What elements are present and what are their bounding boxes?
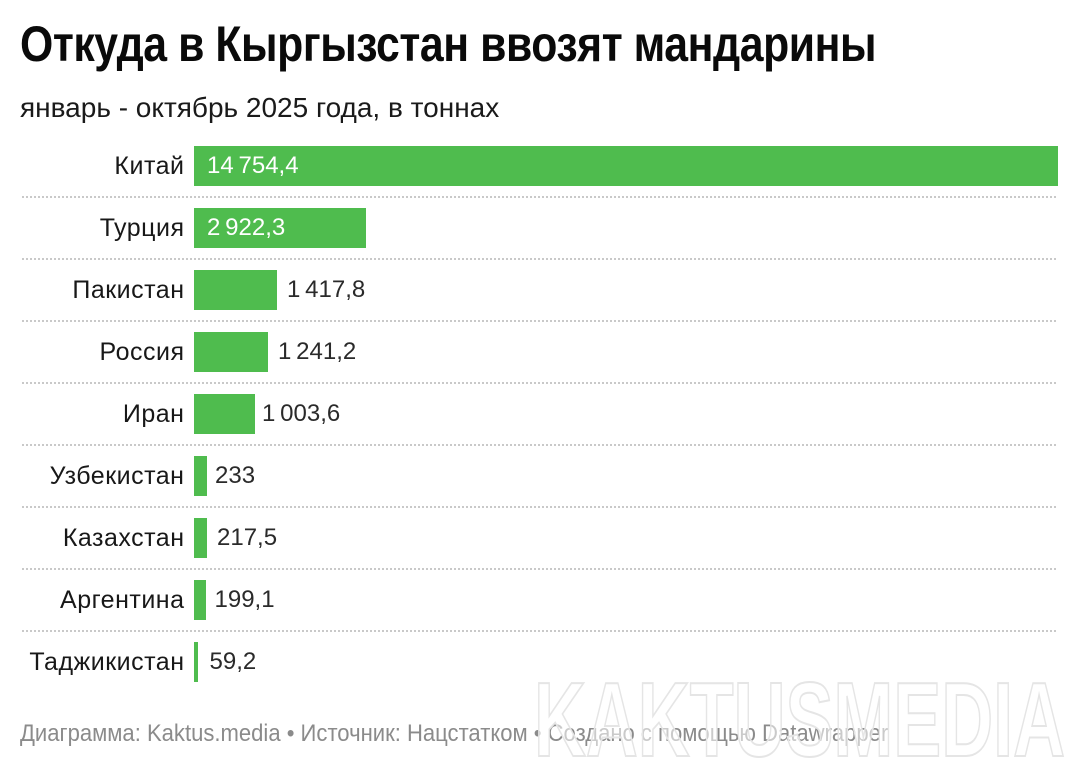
svg-text:KAKTUSMEDIA: KAKTUSMEDIA — [534, 681, 1065, 761]
